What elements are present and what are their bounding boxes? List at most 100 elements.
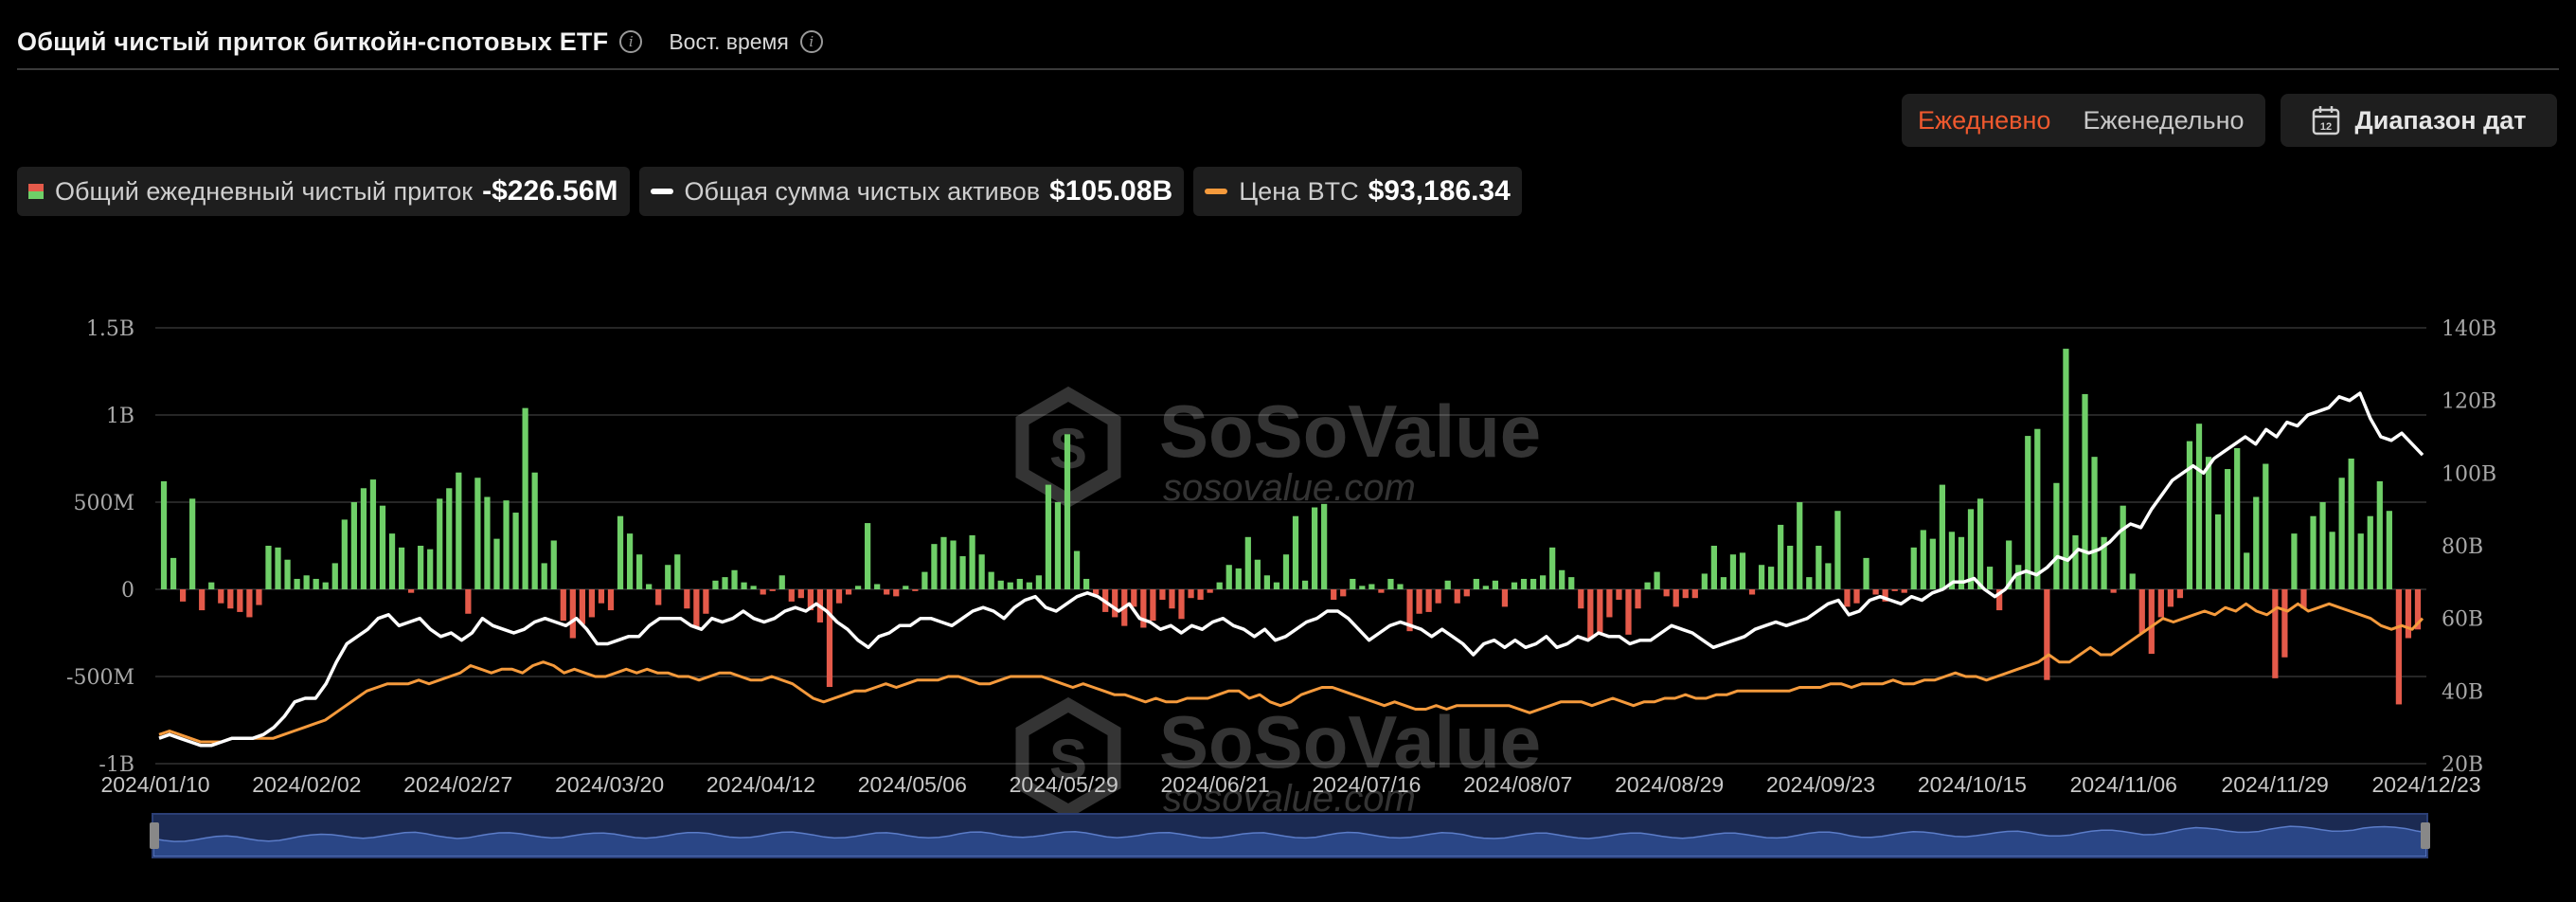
flow-bar (2281, 589, 2288, 658)
flow-bar (199, 589, 206, 611)
info-icon[interactable]: i (619, 30, 643, 53)
flow-bar (1834, 511, 1841, 589)
flow-bar (1939, 484, 1945, 589)
flow-bar (2300, 589, 2307, 609)
navigator-left-handle[interactable] (150, 822, 159, 849)
flow-bar (160, 480, 168, 589)
flow-bar (1578, 589, 1584, 609)
page-title: Общий чистый приток биткойн-спотовых ETF (17, 27, 609, 56)
flow-bar (369, 479, 377, 589)
y-right-tick-label: 40B (2442, 680, 2483, 704)
svg-text:12: 12 (2319, 121, 2331, 133)
x-tick-label: 2024/08/07 (1463, 772, 1572, 797)
flow-bar (1007, 582, 1013, 589)
flow-bar (1073, 550, 1081, 589)
flow-bar (1530, 578, 1537, 589)
flow-bar (1673, 589, 1679, 607)
timezone-info-icon[interactable]: i (799, 30, 823, 53)
flow-bar (722, 577, 728, 589)
flow-bar (1331, 589, 1337, 601)
flow-bar (1778, 524, 1784, 589)
flow-bar (1016, 578, 1023, 589)
flow-bar (1844, 589, 1851, 607)
flow-bar (1482, 586, 1489, 589)
flow-bar (1435, 589, 1441, 604)
watermark-brand: SoSoValue (1159, 389, 1541, 473)
calendar-icon: 12 (2312, 106, 2339, 135)
flow-bar (1948, 532, 1956, 589)
flow-bar (1026, 582, 1032, 589)
flow-bar (969, 534, 975, 589)
flow-bar (1178, 589, 1185, 620)
flow-bar (950, 540, 957, 589)
legend-item-btc-price[interactable]: Цена BTC $93,186.34 (1193, 167, 1522, 216)
flow-bar (1958, 536, 1965, 589)
flow-bar (2186, 441, 2193, 589)
period-toggle: Ежедневно Еженедельно (1902, 94, 2265, 147)
flow-bar (322, 582, 329, 589)
flow-bar (484, 496, 491, 589)
flow-bar (2082, 393, 2088, 589)
flow-bar (512, 513, 519, 589)
flow-bar (313, 578, 319, 589)
flow-bar (1768, 567, 1775, 589)
y-right-tick-label: 100B (2442, 462, 2496, 486)
legend-item-daily-flow[interactable]: Общий ежедневный чистый приток -$226.56M (17, 167, 630, 216)
weekly-tab[interactable]: Еженедельно (2083, 105, 2245, 135)
flow-bar (636, 554, 643, 589)
legend-label: Общая сумма чистых активов (684, 176, 1041, 206)
y-left-tick-label: -500M (66, 666, 134, 690)
flow-bar (179, 589, 187, 602)
flow-bar (1710, 546, 1717, 589)
x-tick-label: 2024/09/23 (1766, 772, 1875, 797)
flow-bar (350, 502, 357, 589)
flow-bar (1682, 589, 1689, 599)
flow-bar (1321, 503, 1328, 589)
flow-bar (503, 500, 510, 589)
flow-bar (1359, 586, 1366, 589)
flow-bar (1416, 589, 1422, 614)
flow-bar (1378, 589, 1385, 593)
flow-bar (845, 589, 852, 595)
flow-bar (2063, 349, 2069, 589)
flow-bar (294, 578, 300, 589)
flow-bar (1806, 577, 1813, 589)
flow-bar (465, 589, 472, 614)
flow-bar (1616, 589, 1622, 601)
flow-bar (854, 586, 862, 589)
date-range-label: Диапазон дат (2354, 105, 2527, 135)
flow-bar (522, 407, 528, 589)
flow-bar (1540, 575, 1547, 589)
daily-tab[interactable]: Ежедневно (1918, 105, 2051, 135)
flow-bar (569, 589, 576, 639)
flow-bar (1225, 565, 1232, 589)
flow-bar (731, 569, 738, 589)
flow-bar (2395, 589, 2403, 705)
flow-bar (2367, 515, 2373, 589)
navigator-right-handle[interactable] (2421, 822, 2430, 849)
x-tick-label: 2024/01/10 (100, 772, 209, 797)
flow-bar (674, 554, 681, 589)
flow-bar (427, 549, 434, 589)
flow-bar (531, 472, 538, 589)
legend-item-net-assets[interactable]: Общая сумма чистых активов $105.08B (638, 167, 1185, 216)
date-range-button[interactable]: 12 Диапазон дат (2281, 94, 2557, 147)
flow-bar (940, 536, 947, 589)
x-tick-label: 2024/04/12 (707, 772, 815, 797)
x-tick-label: 2024/12/23 (2371, 772, 2480, 797)
flow-bar (256, 589, 262, 605)
flow-bar (1635, 589, 1641, 609)
flow-bar (1559, 569, 1565, 589)
flow-bar (2129, 573, 2136, 589)
range-navigator[interactable] (150, 813, 2430, 858)
y-left-tick-label: -1B (98, 753, 134, 777)
x-tick-label: 2024/02/27 (403, 772, 512, 797)
x-tick-label: 2024/11/29 (2221, 772, 2328, 797)
flow-bar (550, 540, 557, 589)
flow-bar (588, 589, 596, 618)
flow-bar (2234, 447, 2241, 589)
flow-bar (189, 498, 196, 589)
flow-bar (2006, 540, 2012, 589)
flow-bar (1254, 559, 1261, 589)
flow-bar (1140, 589, 1147, 628)
